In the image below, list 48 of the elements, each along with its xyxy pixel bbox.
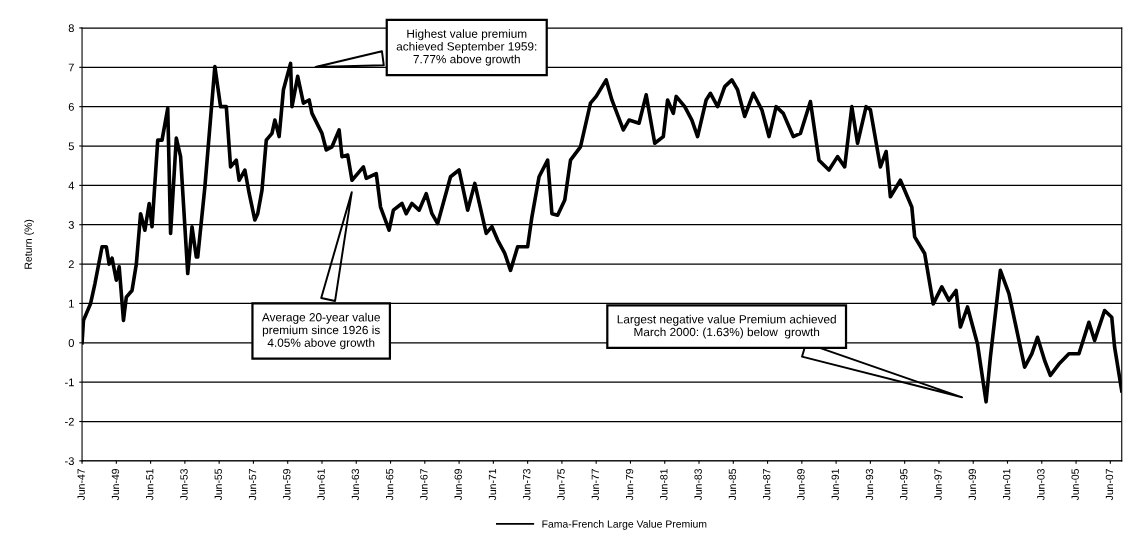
x-tick-label: Jun-83 — [694, 468, 702, 501]
x-tick-label: Jun-47 — [77, 469, 85, 501]
x-tick-label: Jun-69 — [454, 469, 462, 501]
x-tick-label: Jun-07 — [1105, 469, 1114, 501]
x-tick-label: Jun-85 — [728, 468, 737, 501]
x-tick-label: Jun-61 — [317, 469, 325, 501]
x-tick-label: Jun-99 — [968, 469, 977, 501]
x-tick-label: Jun-67 — [420, 469, 428, 501]
x-tick-label: Jun-01 — [1002, 469, 1011, 501]
x-tick-label: Jun-57 — [248, 469, 257, 501]
y-tick-label: 1 — [69, 299, 74, 308]
x-tick-label: Jun-63 — [351, 468, 360, 501]
x-tick-label: Jun-75 — [557, 468, 565, 501]
x-tick-label: Jun-79 — [625, 469, 634, 501]
y-tick-label: 7 — [68, 63, 74, 72]
x-tick-label: Jun-49 — [111, 469, 120, 501]
y-tick-label: 5 — [68, 142, 74, 151]
y-tick-label: -3 — [65, 457, 74, 465]
x-tick-label: Jun-53 — [180, 468, 188, 501]
y-tick-label: 8 — [68, 24, 74, 33]
x-tick-label: Jun-91 — [831, 469, 839, 501]
x-tick-label: Jun-87 — [762, 469, 771, 501]
x-tick-label: Jun-95 — [900, 468, 908, 501]
y-axis-title: Return (%) — [24, 219, 34, 269]
y-tick-label: -1 — [65, 378, 74, 387]
x-tick-label: Jun-55 — [214, 468, 222, 501]
x-tick-label: Jun-59 — [283, 469, 291, 501]
x-tick-label: Jun-81 — [660, 469, 668, 501]
y-tick-label: 2 — [68, 260, 74, 269]
annotation: Highest value premium achieved September 1959: 7.77% above growth — [396, 29, 537, 66]
x-tick-label: Jun-05 — [1071, 468, 1079, 501]
x-tick-label: Jun-93 — [865, 468, 874, 501]
x-tick-label: Jun-71 — [488, 469, 497, 501]
x-tick-label: Jun-51 — [146, 469, 154, 501]
annotation: Largest negative value Premium achieved March 2000: (1.63%) below growth — [617, 314, 836, 339]
y-tick-label: 3 — [68, 221, 74, 229]
y-tick-label: -2 — [65, 417, 74, 426]
x-tick-label: Jun-65 — [385, 468, 394, 501]
x-tick-label: Jun-89 — [797, 469, 805, 501]
y-tick-label: 6 — [68, 102, 74, 111]
annotation: Average 20-year value premium since 1926 is 4.05% above growth — [261, 312, 380, 350]
x-tick-label: Jun-03 — [1037, 468, 1045, 501]
x-tick-label: Jun-97 — [934, 469, 942, 501]
y-tick-label: 4 — [68, 181, 75, 190]
legend-label: Fama-French Large Value Premium — [542, 520, 707, 530]
y-tick-label: 0 — [68, 339, 74, 347]
x-tick-label: Jun-77 — [591, 469, 599, 501]
x-tick-label: Jun-73 — [523, 468, 531, 501]
